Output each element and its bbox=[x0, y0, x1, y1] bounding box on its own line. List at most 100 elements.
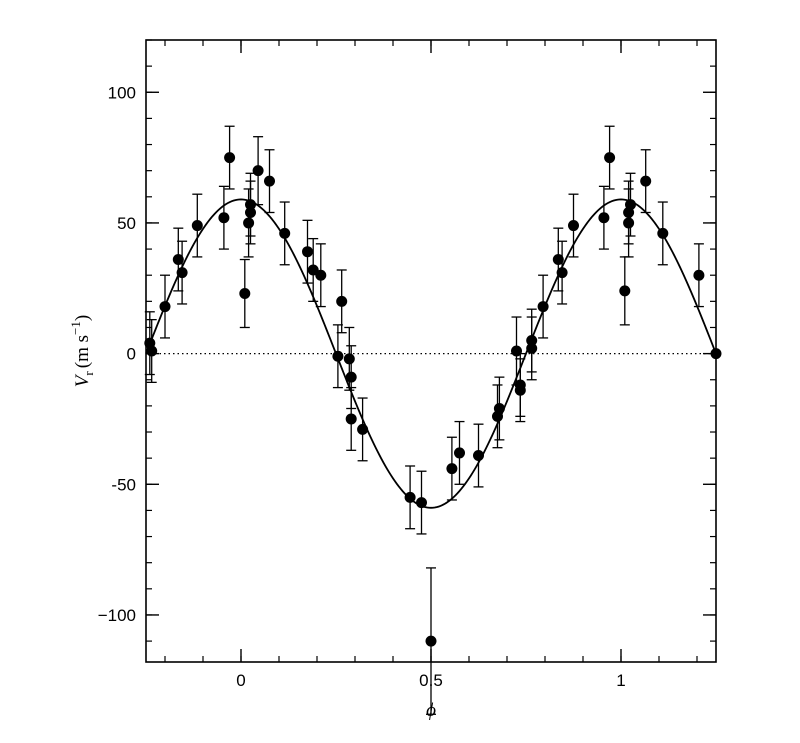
sinusoid-fit-curve bbox=[145, 198, 717, 509]
data-point-marker bbox=[425, 635, 437, 647]
data-point bbox=[416, 470, 427, 535]
data-point-marker bbox=[159, 301, 171, 313]
data-point-marker bbox=[336, 295, 348, 307]
data-point-marker bbox=[345, 371, 357, 383]
data-point-marker bbox=[556, 267, 568, 279]
y-tick-labels: 100 50 0 -50 −100 bbox=[98, 83, 136, 625]
y-tick-label: -50 bbox=[111, 475, 136, 494]
data-point bbox=[604, 125, 616, 190]
data-point-marker bbox=[693, 269, 705, 281]
data-point bbox=[239, 258, 251, 329]
data-point-marker bbox=[454, 447, 465, 459]
data-point-marker bbox=[332, 350, 344, 362]
data-point bbox=[473, 423, 484, 488]
data-point bbox=[159, 274, 171, 339]
data-point-marker bbox=[604, 152, 616, 164]
data-point-marker bbox=[526, 342, 538, 354]
data-point bbox=[454, 420, 465, 485]
y-axis-label-close: ) bbox=[72, 315, 93, 321]
data-point-marker bbox=[598, 212, 610, 224]
data-point-marker bbox=[619, 285, 631, 297]
data-point bbox=[302, 219, 313, 284]
data-point bbox=[598, 185, 610, 250]
data-point bbox=[693, 243, 705, 308]
data-point-marker bbox=[191, 220, 203, 232]
data-point bbox=[245, 172, 256, 237]
data-point bbox=[710, 348, 722, 360]
data-point bbox=[640, 149, 652, 214]
data-point-marker bbox=[657, 227, 669, 239]
data-point-marker bbox=[245, 199, 256, 211]
data-point-marker bbox=[345, 413, 357, 425]
data-point-marker bbox=[640, 175, 652, 187]
y-axis-label-superscript: −1 bbox=[68, 321, 83, 335]
y-tick-label: 0 bbox=[127, 345, 136, 364]
data-point-marker bbox=[357, 423, 369, 435]
data-point-marker bbox=[146, 345, 158, 357]
data-point bbox=[191, 193, 203, 258]
data-point-marker bbox=[315, 269, 327, 281]
data-point-marker bbox=[710, 348, 722, 360]
data-point bbox=[404, 465, 416, 530]
data-point bbox=[625, 172, 636, 237]
data-point-marker bbox=[404, 491, 416, 503]
y-tick-label: 100 bbox=[108, 83, 136, 102]
y-axis-label-subscript: r bbox=[81, 371, 96, 376]
data-point-marker bbox=[493, 402, 505, 414]
data-point bbox=[537, 274, 549, 339]
data-point bbox=[619, 256, 631, 326]
x-tick-label: 0 bbox=[236, 671, 245, 690]
data-point-marker bbox=[252, 165, 264, 177]
data-point bbox=[224, 125, 236, 190]
data-point bbox=[345, 386, 357, 451]
data-point bbox=[514, 358, 526, 423]
data-point-marker bbox=[302, 246, 313, 258]
data-point bbox=[446, 436, 458, 501]
data-point bbox=[425, 567, 437, 715]
data-point-marker bbox=[416, 497, 427, 509]
data-point-marker bbox=[625, 199, 636, 211]
y-axis-label-symbol: V bbox=[72, 373, 93, 387]
data-point bbox=[623, 180, 635, 245]
y-axis-label-units: (m s bbox=[72, 335, 93, 368]
data-point bbox=[315, 243, 327, 308]
data-point bbox=[552, 227, 564, 292]
data-point-marker bbox=[514, 384, 526, 396]
data-point bbox=[332, 324, 344, 389]
data-point bbox=[526, 316, 538, 381]
data-point bbox=[264, 149, 275, 214]
data-point bbox=[176, 240, 188, 305]
y-tick-label: 50 bbox=[117, 214, 136, 233]
data-points bbox=[144, 125, 722, 715]
data-point bbox=[252, 136, 264, 206]
data-point-marker bbox=[224, 152, 236, 164]
data-point-marker bbox=[218, 212, 230, 224]
x-tick-label: 1 bbox=[616, 671, 625, 690]
data-point-marker bbox=[446, 463, 458, 475]
data-point-marker bbox=[568, 220, 579, 232]
data-point-marker bbox=[172, 254, 184, 266]
data-point-marker bbox=[473, 450, 484, 462]
data-point bbox=[568, 193, 579, 258]
data-point-marker bbox=[243, 217, 255, 229]
y-tick-label: −100 bbox=[98, 606, 136, 625]
data-point bbox=[492, 384, 503, 449]
data-point-marker bbox=[343, 353, 355, 365]
data-point-marker bbox=[264, 175, 275, 187]
data-point bbox=[336, 269, 348, 334]
data-point-marker bbox=[552, 254, 564, 266]
data-point bbox=[556, 240, 568, 305]
data-point bbox=[146, 318, 158, 384]
y-axis-label: Vr (m s−1) bbox=[68, 315, 96, 387]
data-point bbox=[657, 201, 669, 266]
data-point-marker bbox=[176, 267, 188, 279]
major-ticks bbox=[146, 40, 716, 662]
x-axis-label: ϕ bbox=[426, 700, 436, 721]
data-point-marker bbox=[239, 288, 251, 300]
data-point bbox=[493, 376, 505, 441]
data-point bbox=[218, 185, 230, 250]
data-point bbox=[279, 201, 291, 266]
data-point bbox=[357, 397, 369, 462]
data-point-marker bbox=[537, 301, 549, 313]
